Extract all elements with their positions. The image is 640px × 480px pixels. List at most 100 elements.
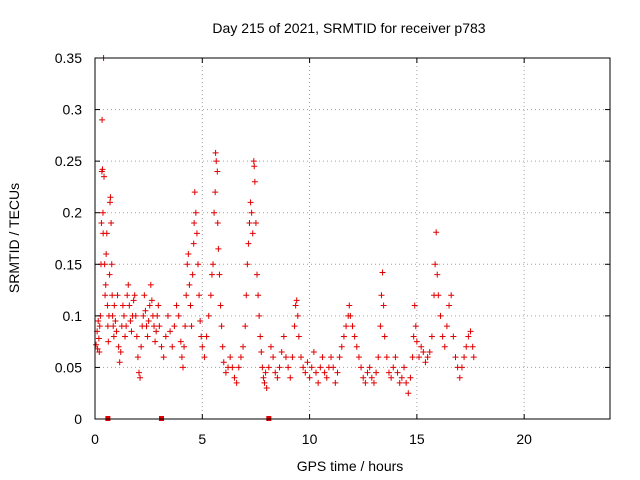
data-point — [340, 333, 347, 340]
data-point — [103, 230, 110, 237]
data-point — [370, 379, 377, 386]
data-point — [260, 374, 267, 381]
data-point — [214, 168, 221, 175]
data-point — [95, 318, 102, 325]
data-point — [193, 230, 200, 237]
data-point — [98, 220, 105, 227]
data-points — [93, 55, 477, 397]
data-point — [140, 312, 147, 319]
data-point — [183, 292, 190, 299]
data-point — [251, 163, 258, 170]
data-point — [196, 292, 203, 299]
y-axis-label: SRMTID / TECUs — [6, 183, 22, 293]
data-point — [152, 338, 159, 345]
data-point — [108, 261, 115, 268]
data-point — [321, 369, 328, 376]
y-tick-label: 0.25 — [55, 153, 82, 169]
data-point — [293, 297, 300, 304]
data-point — [392, 354, 399, 361]
data-point — [245, 240, 252, 247]
data-point — [146, 302, 153, 309]
data-point — [469, 343, 476, 350]
data-point — [254, 271, 261, 278]
data-point — [378, 292, 385, 299]
data-point — [148, 297, 155, 304]
data-point — [422, 359, 429, 366]
data-point — [412, 323, 419, 330]
data-point — [368, 374, 375, 381]
x-tick-label: 10 — [302, 431, 318, 447]
data-point — [380, 302, 387, 309]
data-point — [104, 302, 111, 309]
data-point — [452, 354, 459, 361]
data-point — [101, 173, 108, 180]
data-point — [185, 250, 192, 257]
data-point — [173, 302, 180, 309]
data-point — [117, 348, 124, 355]
data-point — [102, 292, 109, 299]
data-point — [122, 333, 129, 340]
data-point — [219, 343, 226, 350]
data-point — [300, 364, 307, 371]
data-point — [212, 189, 219, 196]
y-tick-label: 0.15 — [55, 256, 82, 272]
data-point — [112, 318, 119, 325]
data-point — [355, 354, 362, 361]
data-point — [302, 369, 309, 376]
data-point — [119, 302, 126, 309]
data-point — [242, 323, 249, 330]
data-point — [407, 374, 414, 381]
data-point — [310, 348, 317, 355]
x-tick-label: 0 — [91, 431, 99, 447]
data-point — [137, 374, 144, 381]
data-point — [105, 338, 112, 345]
data-point — [409, 354, 416, 361]
data-point — [280, 333, 287, 340]
data-point — [413, 338, 420, 345]
data-point — [250, 158, 257, 165]
data-point — [188, 323, 195, 330]
data-point — [263, 385, 270, 392]
data-point — [134, 354, 141, 361]
data-point — [247, 199, 254, 206]
data-point — [190, 240, 197, 247]
data-point — [141, 292, 148, 299]
data-point — [259, 364, 266, 371]
data-point — [144, 333, 151, 340]
data-point — [343, 323, 350, 330]
data-point — [218, 323, 225, 330]
data-point — [257, 333, 264, 340]
data-point — [213, 158, 220, 165]
data-point — [107, 194, 114, 201]
data-point — [208, 271, 215, 278]
data-point — [433, 229, 440, 236]
data-point — [95, 335, 102, 342]
data-point — [258, 348, 265, 355]
data-point — [113, 328, 120, 335]
data-point — [169, 343, 176, 350]
data-point — [171, 323, 178, 330]
data-point — [437, 312, 444, 319]
data-point — [199, 343, 206, 350]
data-point — [379, 269, 386, 276]
data-point — [167, 328, 174, 335]
data-point — [375, 354, 382, 361]
data-point — [373, 369, 380, 376]
data-point — [435, 292, 442, 299]
data-point — [248, 209, 255, 216]
data-point — [332, 379, 339, 386]
data-point — [353, 343, 360, 350]
data-point — [182, 323, 189, 330]
data-point — [126, 302, 133, 309]
data-point — [191, 189, 198, 196]
data-point — [465, 333, 472, 340]
data-point — [123, 323, 130, 330]
data-point — [420, 348, 427, 355]
data-point — [274, 374, 281, 381]
data-point — [330, 364, 337, 371]
data-point — [156, 323, 163, 330]
data-point — [120, 312, 127, 319]
data-point — [197, 318, 204, 325]
data-point — [211, 209, 218, 216]
data-point — [246, 220, 253, 227]
